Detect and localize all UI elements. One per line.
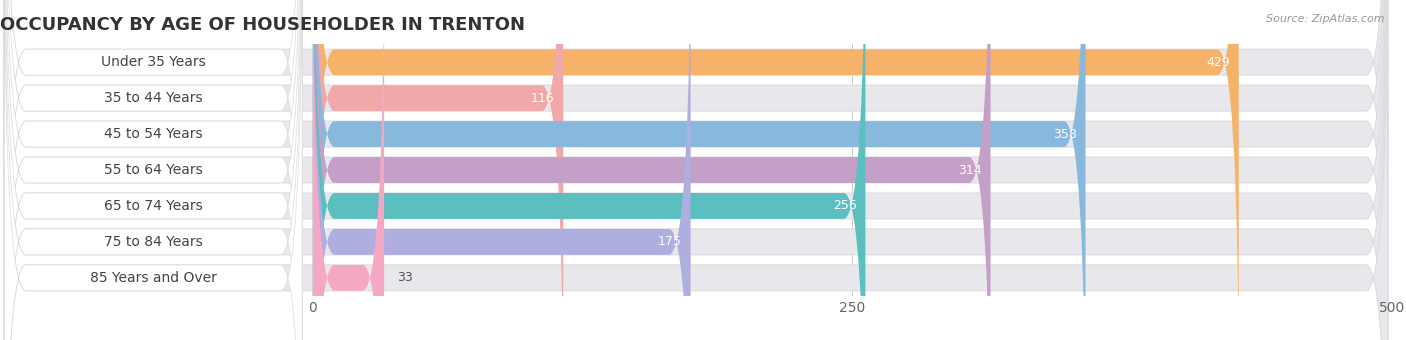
Text: Source: ZipAtlas.com: Source: ZipAtlas.com [1267,14,1385,23]
FancyBboxPatch shape [314,0,865,340]
FancyBboxPatch shape [314,0,384,340]
FancyBboxPatch shape [4,0,1388,340]
Text: 175: 175 [658,235,682,249]
Text: 33: 33 [396,271,413,284]
Text: 116: 116 [531,91,554,105]
FancyBboxPatch shape [314,0,1239,340]
FancyBboxPatch shape [4,0,1388,340]
Text: 55 to 64 Years: 55 to 64 Years [104,163,202,177]
FancyBboxPatch shape [4,0,302,340]
Text: 75 to 84 Years: 75 to 84 Years [104,235,202,249]
Text: 45 to 54 Years: 45 to 54 Years [104,127,202,141]
FancyBboxPatch shape [314,0,690,340]
FancyBboxPatch shape [4,0,1388,340]
FancyBboxPatch shape [4,0,302,340]
Text: 85 Years and Over: 85 Years and Over [90,271,217,285]
FancyBboxPatch shape [4,0,1388,340]
Text: 429: 429 [1206,56,1230,69]
Text: Under 35 Years: Under 35 Years [101,55,205,69]
FancyBboxPatch shape [314,0,564,340]
FancyBboxPatch shape [314,0,1085,340]
Text: 35 to 44 Years: 35 to 44 Years [104,91,202,105]
FancyBboxPatch shape [4,0,1388,340]
Text: 314: 314 [959,164,981,176]
FancyBboxPatch shape [4,0,1388,340]
FancyBboxPatch shape [4,0,302,340]
Text: 65 to 74 Years: 65 to 74 Years [104,199,202,213]
FancyBboxPatch shape [314,0,991,340]
FancyBboxPatch shape [4,0,302,340]
Text: 358: 358 [1053,128,1077,140]
FancyBboxPatch shape [4,0,1388,340]
FancyBboxPatch shape [4,0,302,340]
Text: OCCUPANCY BY AGE OF HOUSEHOLDER IN TRENTON: OCCUPANCY BY AGE OF HOUSEHOLDER IN TRENT… [0,16,524,34]
FancyBboxPatch shape [4,0,302,340]
Text: 256: 256 [832,200,856,212]
FancyBboxPatch shape [4,0,302,340]
